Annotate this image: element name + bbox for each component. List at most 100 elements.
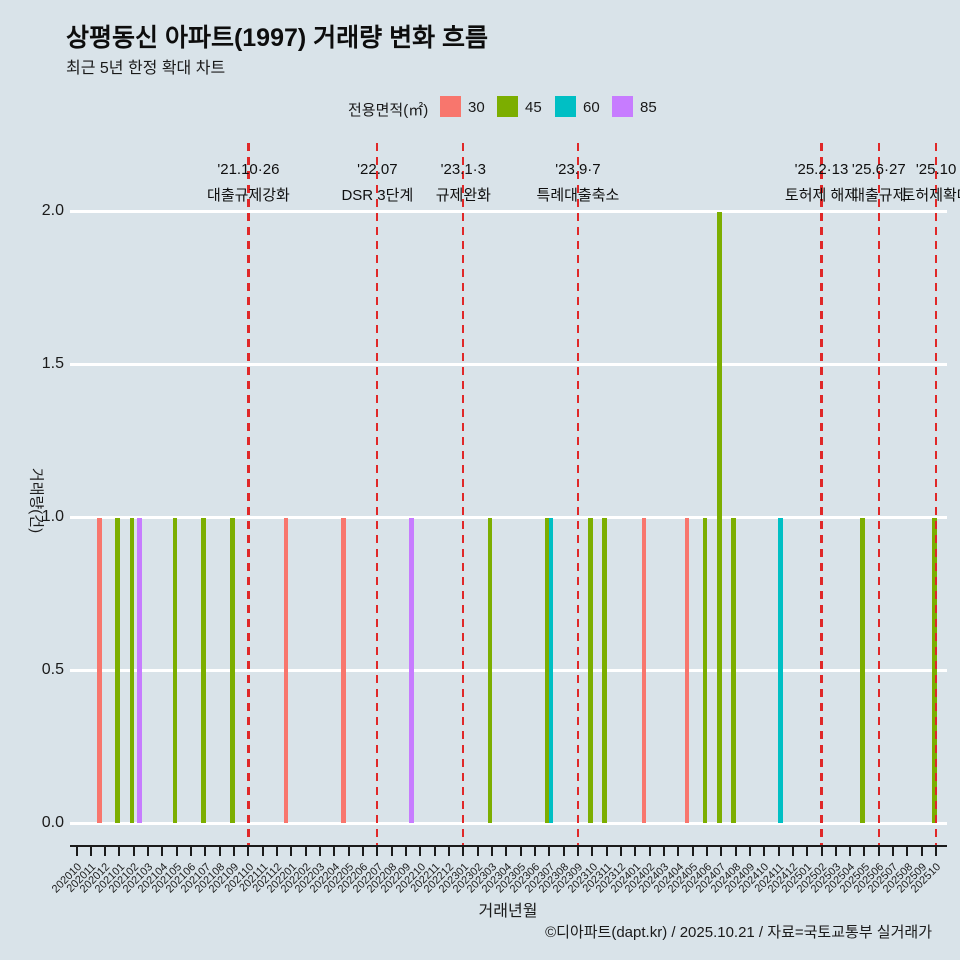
x-tick [748, 846, 751, 856]
legend-swatch-30 [440, 96, 461, 117]
event-label: 토허제 해제 [784, 187, 859, 204]
event-line-202301 [462, 143, 465, 845]
x-tick [591, 846, 594, 856]
x-tick [118, 846, 121, 856]
event-date: '25.6·27 [851, 161, 906, 178]
bar-202105-45m2 [172, 518, 178, 823]
x-tick [720, 846, 723, 856]
bar-202107-45m2 [201, 518, 206, 823]
x-tick [763, 846, 766, 856]
gridline-y-1.5 [70, 362, 947, 366]
x-tick [132, 846, 135, 856]
bar-202505-45m2 [860, 518, 865, 823]
x-tick [605, 846, 608, 856]
x-tick [662, 846, 665, 856]
x-tick [677, 846, 680, 856]
y-axis-title: 거래량(건) [27, 467, 45, 534]
x-tick [147, 846, 150, 856]
x-tick [892, 846, 895, 856]
bar-202205-30m2 [341, 518, 346, 823]
x-tick [419, 846, 422, 856]
x-tick [634, 846, 637, 856]
x-tick [935, 846, 938, 856]
y-tick-label: 0.5 [41, 661, 64, 678]
x-tick [519, 846, 522, 856]
x-tick [777, 846, 780, 856]
bar-202209-85m2 [409, 518, 414, 823]
bar-202101-45m2 [115, 518, 120, 823]
legend-swatch-85 [612, 96, 633, 117]
event-line-202207 [376, 143, 379, 845]
x-tick [319, 846, 322, 856]
chart-subtitle: 최근 5년 한정 확대 차트 [66, 60, 226, 77]
x-tick [576, 846, 579, 856]
bar-202411-60m2 [778, 518, 783, 823]
x-tick [104, 846, 107, 856]
y-tick-label: 1.0 [41, 508, 64, 525]
x-tick [175, 846, 178, 856]
event-date: '25.2·13 [794, 161, 849, 178]
bar-202311-45m2 [602, 518, 608, 823]
legend-text-85: 85 [640, 99, 657, 116]
y-tick-label: 2.0 [41, 202, 64, 219]
x-tick [505, 846, 508, 856]
x-tick [218, 846, 221, 856]
bar-202406-45m2 [702, 518, 708, 823]
x-axis-line [70, 845, 947, 847]
bar-202407-45m2 [717, 212, 722, 823]
x-tick [820, 846, 823, 856]
x-tick [490, 846, 493, 856]
bar-202408-45m2 [731, 518, 737, 823]
x-tick [376, 846, 379, 856]
x-tick [834, 846, 837, 856]
bar-202307-45m2 [545, 518, 550, 823]
bar-202405-30m2 [684, 518, 690, 823]
x-tick [347, 846, 350, 856]
bar-202303-45m2 [487, 518, 493, 823]
x-tick [705, 846, 708, 856]
legend-text-45: 45 [525, 99, 542, 116]
event-label: 대출규제 [851, 187, 907, 204]
x-tick [276, 846, 279, 856]
legend-text-30: 30 [468, 99, 485, 116]
x-tick [863, 846, 866, 856]
event-date: '25.10 [915, 161, 957, 178]
legend-title: 전용면적(㎡) [348, 102, 429, 119]
bar-202402-30m2 [641, 518, 647, 823]
legend-text-60: 60 [583, 99, 600, 116]
x-tick [648, 846, 651, 856]
x-tick [476, 846, 479, 856]
x-tick [433, 846, 436, 856]
x-tick [920, 846, 923, 856]
event-date: '22.07 [357, 161, 398, 178]
x-tick [75, 846, 78, 856]
gridline-y-1.0 [70, 515, 947, 519]
x-tick [405, 846, 408, 856]
event-line-202510 [935, 143, 938, 845]
event-date: '23.1·3 [440, 161, 487, 178]
y-tick-label: 0.0 [41, 814, 64, 831]
gridline-y-0.5 [70, 668, 947, 672]
x-tick [533, 846, 536, 856]
legend-swatch-60 [555, 96, 576, 117]
x-tick [806, 846, 809, 856]
event-date: '21.10·26 [217, 161, 280, 178]
x-tick [161, 846, 164, 856]
x-tick [448, 846, 450, 856]
x-tick [261, 846, 264, 856]
x-tick [290, 846, 293, 856]
bar-202310-45m2 [588, 518, 593, 823]
event-line-202309 [576, 143, 580, 845]
chart-title: 상평동신 아파트(1997) 거래량 변화 흐름 [66, 24, 489, 52]
x-tick [462, 846, 465, 856]
x-tick [877, 846, 880, 856]
bar-202102-45m2 [129, 518, 135, 823]
x-tick [362, 846, 365, 856]
x-axis-title: 거래년월 [478, 903, 538, 920]
x-tick [619, 846, 622, 856]
event-date: '23.9·7 [555, 161, 601, 178]
x-tick [247, 846, 250, 856]
x-tick [204, 846, 207, 856]
event-line-202110 [247, 143, 250, 845]
event-label: 특례대출축소 [536, 187, 620, 204]
